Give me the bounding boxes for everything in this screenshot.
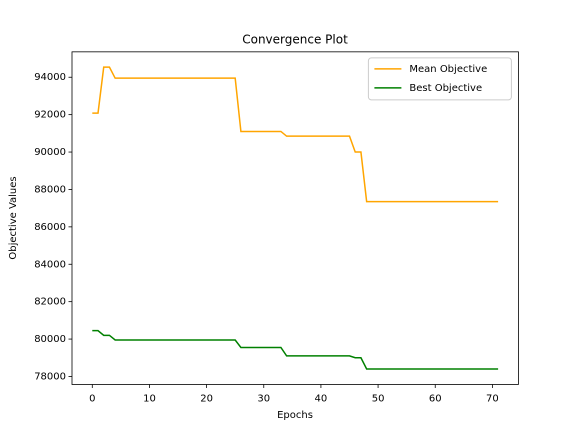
data-line	[92, 66, 499, 203]
x-tick-label: 50	[372, 393, 385, 404]
y-tick-label: 84000	[34, 259, 66, 270]
x-tick-label: 70	[486, 393, 499, 404]
data-line	[92, 329, 499, 370]
legend-label: Mean Objective	[409, 64, 487, 75]
plot-frame	[71, 51, 519, 385]
y-tick-label: 86000	[34, 222, 66, 233]
x-tick-label: 20	[200, 393, 213, 404]
y-tick-label: 94000	[34, 72, 66, 83]
legend-box	[367, 57, 512, 101]
y-tick-label: 88000	[34, 184, 66, 195]
x-tick-label: 10	[143, 393, 156, 404]
legend-label: Best Objective	[409, 83, 482, 94]
y-axis-label: Objective Values	[8, 176, 19, 259]
x-tick-label: 60	[429, 393, 442, 404]
x-tick-label: 0	[89, 393, 95, 404]
y-tick-label: 80000	[34, 334, 66, 345]
x-tick-label: 30	[257, 393, 270, 404]
y-tick-label: 90000	[34, 147, 66, 158]
x-tick-label: 40	[315, 393, 328, 404]
x-axis-label: Epochs	[277, 410, 313, 421]
y-tick-label: 92000	[34, 110, 66, 121]
chart-title: Convergence Plot	[242, 33, 348, 47]
y-tick-label: 82000	[34, 297, 66, 308]
y-tick-label: 78000	[34, 371, 66, 382]
